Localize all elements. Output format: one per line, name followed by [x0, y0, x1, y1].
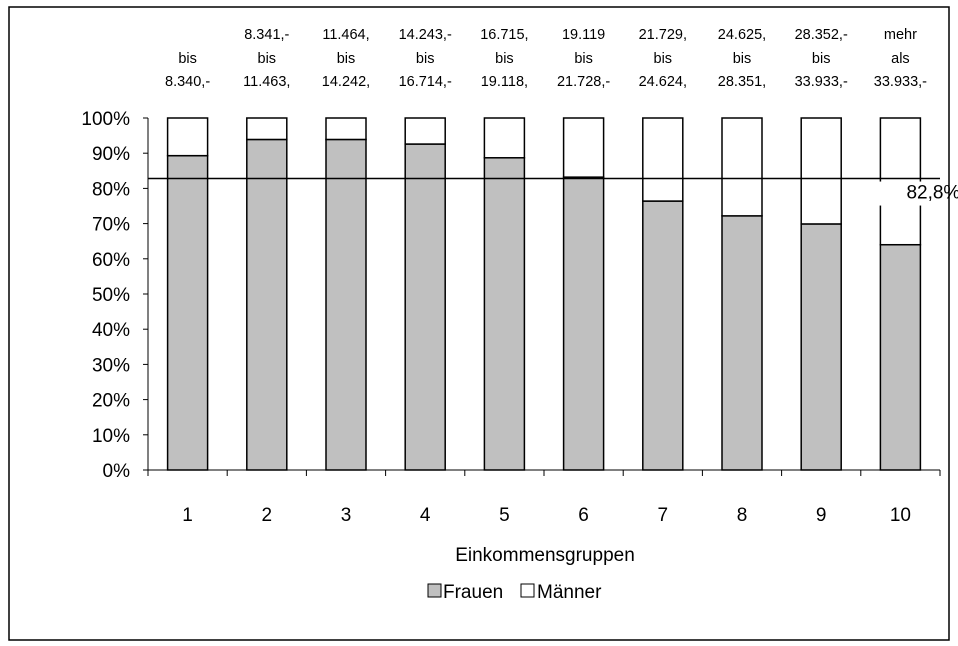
bar-frauen — [325, 138, 367, 471]
reference-label-background — [877, 181, 924, 206]
group-label-line: mehr — [884, 27, 917, 43]
group-label-line: 11.464, — [322, 27, 369, 43]
bar-maenner — [483, 117, 526, 159]
bar-frauen — [879, 243, 922, 471]
group-label-line: 28.352,- — [795, 27, 848, 43]
y-axis: 0% 10% 20% 30% 40% 50% 60% 70% 80% 90% 100% — [81, 109, 149, 482]
y-tick-label: 80% — [92, 179, 130, 200]
legend-label-maenner: Männer — [537, 582, 602, 603]
x-tick-label: 5 — [499, 505, 510, 526]
reference-line-label: 82,8% — [906, 183, 958, 204]
group-label-line: 24.624, — [639, 74, 687, 90]
x-tick-label: 1 — [182, 505, 193, 526]
y-tick-label: 10% — [92, 426, 130, 447]
bar-maenner — [562, 117, 605, 178]
x-tick-label: 4 — [420, 505, 431, 526]
group-label-line: 11.463, — [243, 74, 290, 90]
y-tick-label: 60% — [92, 250, 130, 271]
group-label-line: bis — [416, 51, 435, 67]
group-label-line: bis — [733, 51, 752, 67]
group-label-line: 33.933,- — [795, 74, 848, 90]
bar-frauen — [483, 157, 526, 471]
group-label-line: 19.119 — [562, 27, 605, 43]
y-tick-label: 50% — [92, 285, 130, 306]
group-label-line: bis — [574, 51, 593, 67]
y-tick-label: 0% — [103, 461, 131, 482]
bar-maenner — [800, 117, 842, 225]
group-label-line: 8.340,- — [165, 74, 210, 90]
bar-frauen — [721, 215, 763, 471]
group-label-line: 28.351, — [718, 74, 766, 90]
x-tick-label: 7 — [658, 505, 669, 526]
bar-maenner — [246, 117, 288, 141]
bar-maenner — [166, 117, 209, 157]
group-label-line: 21.729, — [639, 27, 687, 43]
group-label-line: bis — [495, 51, 514, 67]
x-tick-label: 9 — [816, 505, 827, 526]
legend-label-frauen: Frauen — [443, 582, 503, 603]
y-tick-label: 100% — [81, 109, 130, 130]
reference-line: 82,8% — [148, 177, 958, 206]
legend-swatch-frauen — [427, 583, 442, 598]
legend-swatch-maenner — [520, 583, 535, 598]
bar-maenner — [325, 117, 367, 141]
x-tick-label: 6 — [578, 505, 589, 526]
bar-frauen — [562, 176, 605, 471]
legend: Frauen Männer — [427, 582, 602, 603]
group-label-line: 16.714,- — [399, 74, 452, 90]
group-label-line: als — [891, 51, 910, 67]
group-label-line: 16.715, — [480, 27, 528, 43]
bar-frauen — [404, 143, 446, 471]
bar-maenner — [642, 117, 684, 202]
group-label-line: 24.625, — [718, 27, 766, 43]
bar-frauen — [166, 154, 209, 471]
bar-maenner — [879, 117, 922, 246]
group-label-line: bis — [178, 51, 197, 67]
group-label-line: 21.728,- — [557, 74, 610, 90]
bar-maenner — [404, 117, 446, 145]
income-group-labels: bis 8.340,- 8.341,- bis 11.463, 11.464, bis 14.… — [165, 27, 927, 90]
x-tick-label: 8 — [737, 505, 748, 526]
x-axis-title: Einkommensgruppen — [455, 545, 635, 566]
y-tick-label: 30% — [92, 355, 130, 376]
group-label-line: 33.933,- — [874, 74, 927, 90]
group-label-line: bis — [258, 51, 277, 67]
x-tick-label: 2 — [262, 505, 273, 526]
bar-frauen — [642, 200, 684, 471]
group-label-line: bis — [337, 51, 356, 67]
bar-maenner — [721, 117, 763, 217]
group-label-line: bis — [654, 51, 673, 67]
y-tick-label: 70% — [92, 215, 130, 236]
y-tick-label: 40% — [92, 320, 130, 341]
bar-frauen — [800, 223, 842, 471]
x-tick-label: 3 — [341, 505, 352, 526]
group-label-line: 14.242, — [322, 74, 370, 90]
group-label-line: 14.243,- — [399, 27, 452, 43]
bars — [166, 117, 922, 471]
x-tick-label: 10 — [890, 505, 911, 526]
group-label-line: 8.341,- — [244, 27, 289, 43]
y-tick-label: 20% — [92, 391, 130, 412]
y-tick-label: 90% — [92, 144, 130, 165]
group-label-line: bis — [812, 51, 831, 67]
group-label-line: 19.118, — [481, 74, 528, 90]
chart-border — [8, 6, 950, 641]
bar-frauen — [246, 138, 288, 471]
